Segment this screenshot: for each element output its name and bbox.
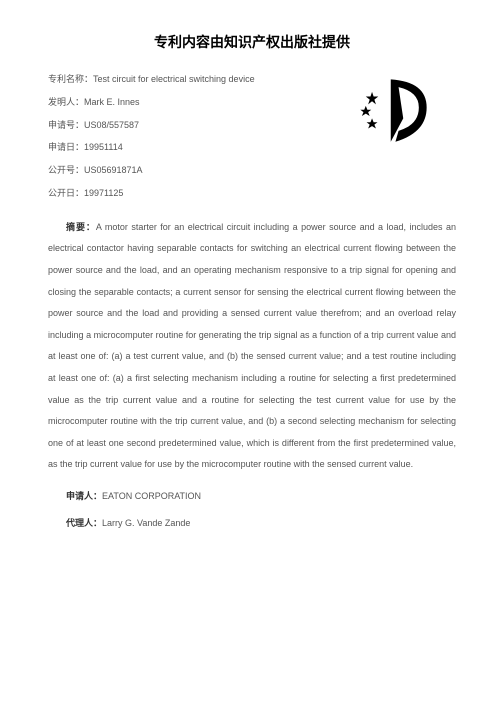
abstract: 摘要：A motor starter for an electrical cir… [48, 217, 456, 476]
pub-no-value: US05691871A [84, 165, 143, 175]
pub-date-label: 公开日： [48, 188, 84, 198]
app-date-label: 申请日： [48, 142, 84, 152]
agent-row: 代理人：Larry G. Vande Zande [48, 517, 456, 530]
abstract-text: A motor starter for an electrical circui… [48, 222, 456, 470]
app-no-value: US08/557587 [84, 120, 139, 130]
app-no-label: 申请号： [48, 120, 84, 130]
patent-name-label: 专利名称： [48, 74, 93, 84]
applicant-value: EATON CORPORATION [102, 491, 201, 501]
applicant-label: 申请人： [66, 491, 102, 501]
ip-press-logo [358, 70, 436, 148]
abstract-label: 摘要： [66, 222, 96, 232]
agent-label: 代理人： [66, 518, 102, 528]
app-date-value: 19951114 [84, 142, 123, 152]
meta-pub-date: 公开日：19971125 [48, 188, 456, 199]
applicant-row: 申请人：EATON CORPORATION [48, 490, 456, 503]
patent-name-value: Test circuit for electrical switching de… [93, 74, 255, 84]
inventor-label: 发明人： [48, 97, 84, 107]
pub-date-value: 19971125 [84, 188, 123, 198]
meta-block: 专利名称：Test circuit for electrical switchi… [48, 74, 456, 199]
logo-icon [358, 70, 436, 148]
pub-no-label: 公开号： [48, 165, 84, 175]
inventor-value: Mark E. Innes [84, 97, 140, 107]
page-title: 专利内容由知识产权出版社提供 [48, 32, 456, 52]
meta-pub-no: 公开号：US05691871A [48, 165, 456, 176]
agent-value: Larry G. Vande Zande [102, 518, 190, 528]
